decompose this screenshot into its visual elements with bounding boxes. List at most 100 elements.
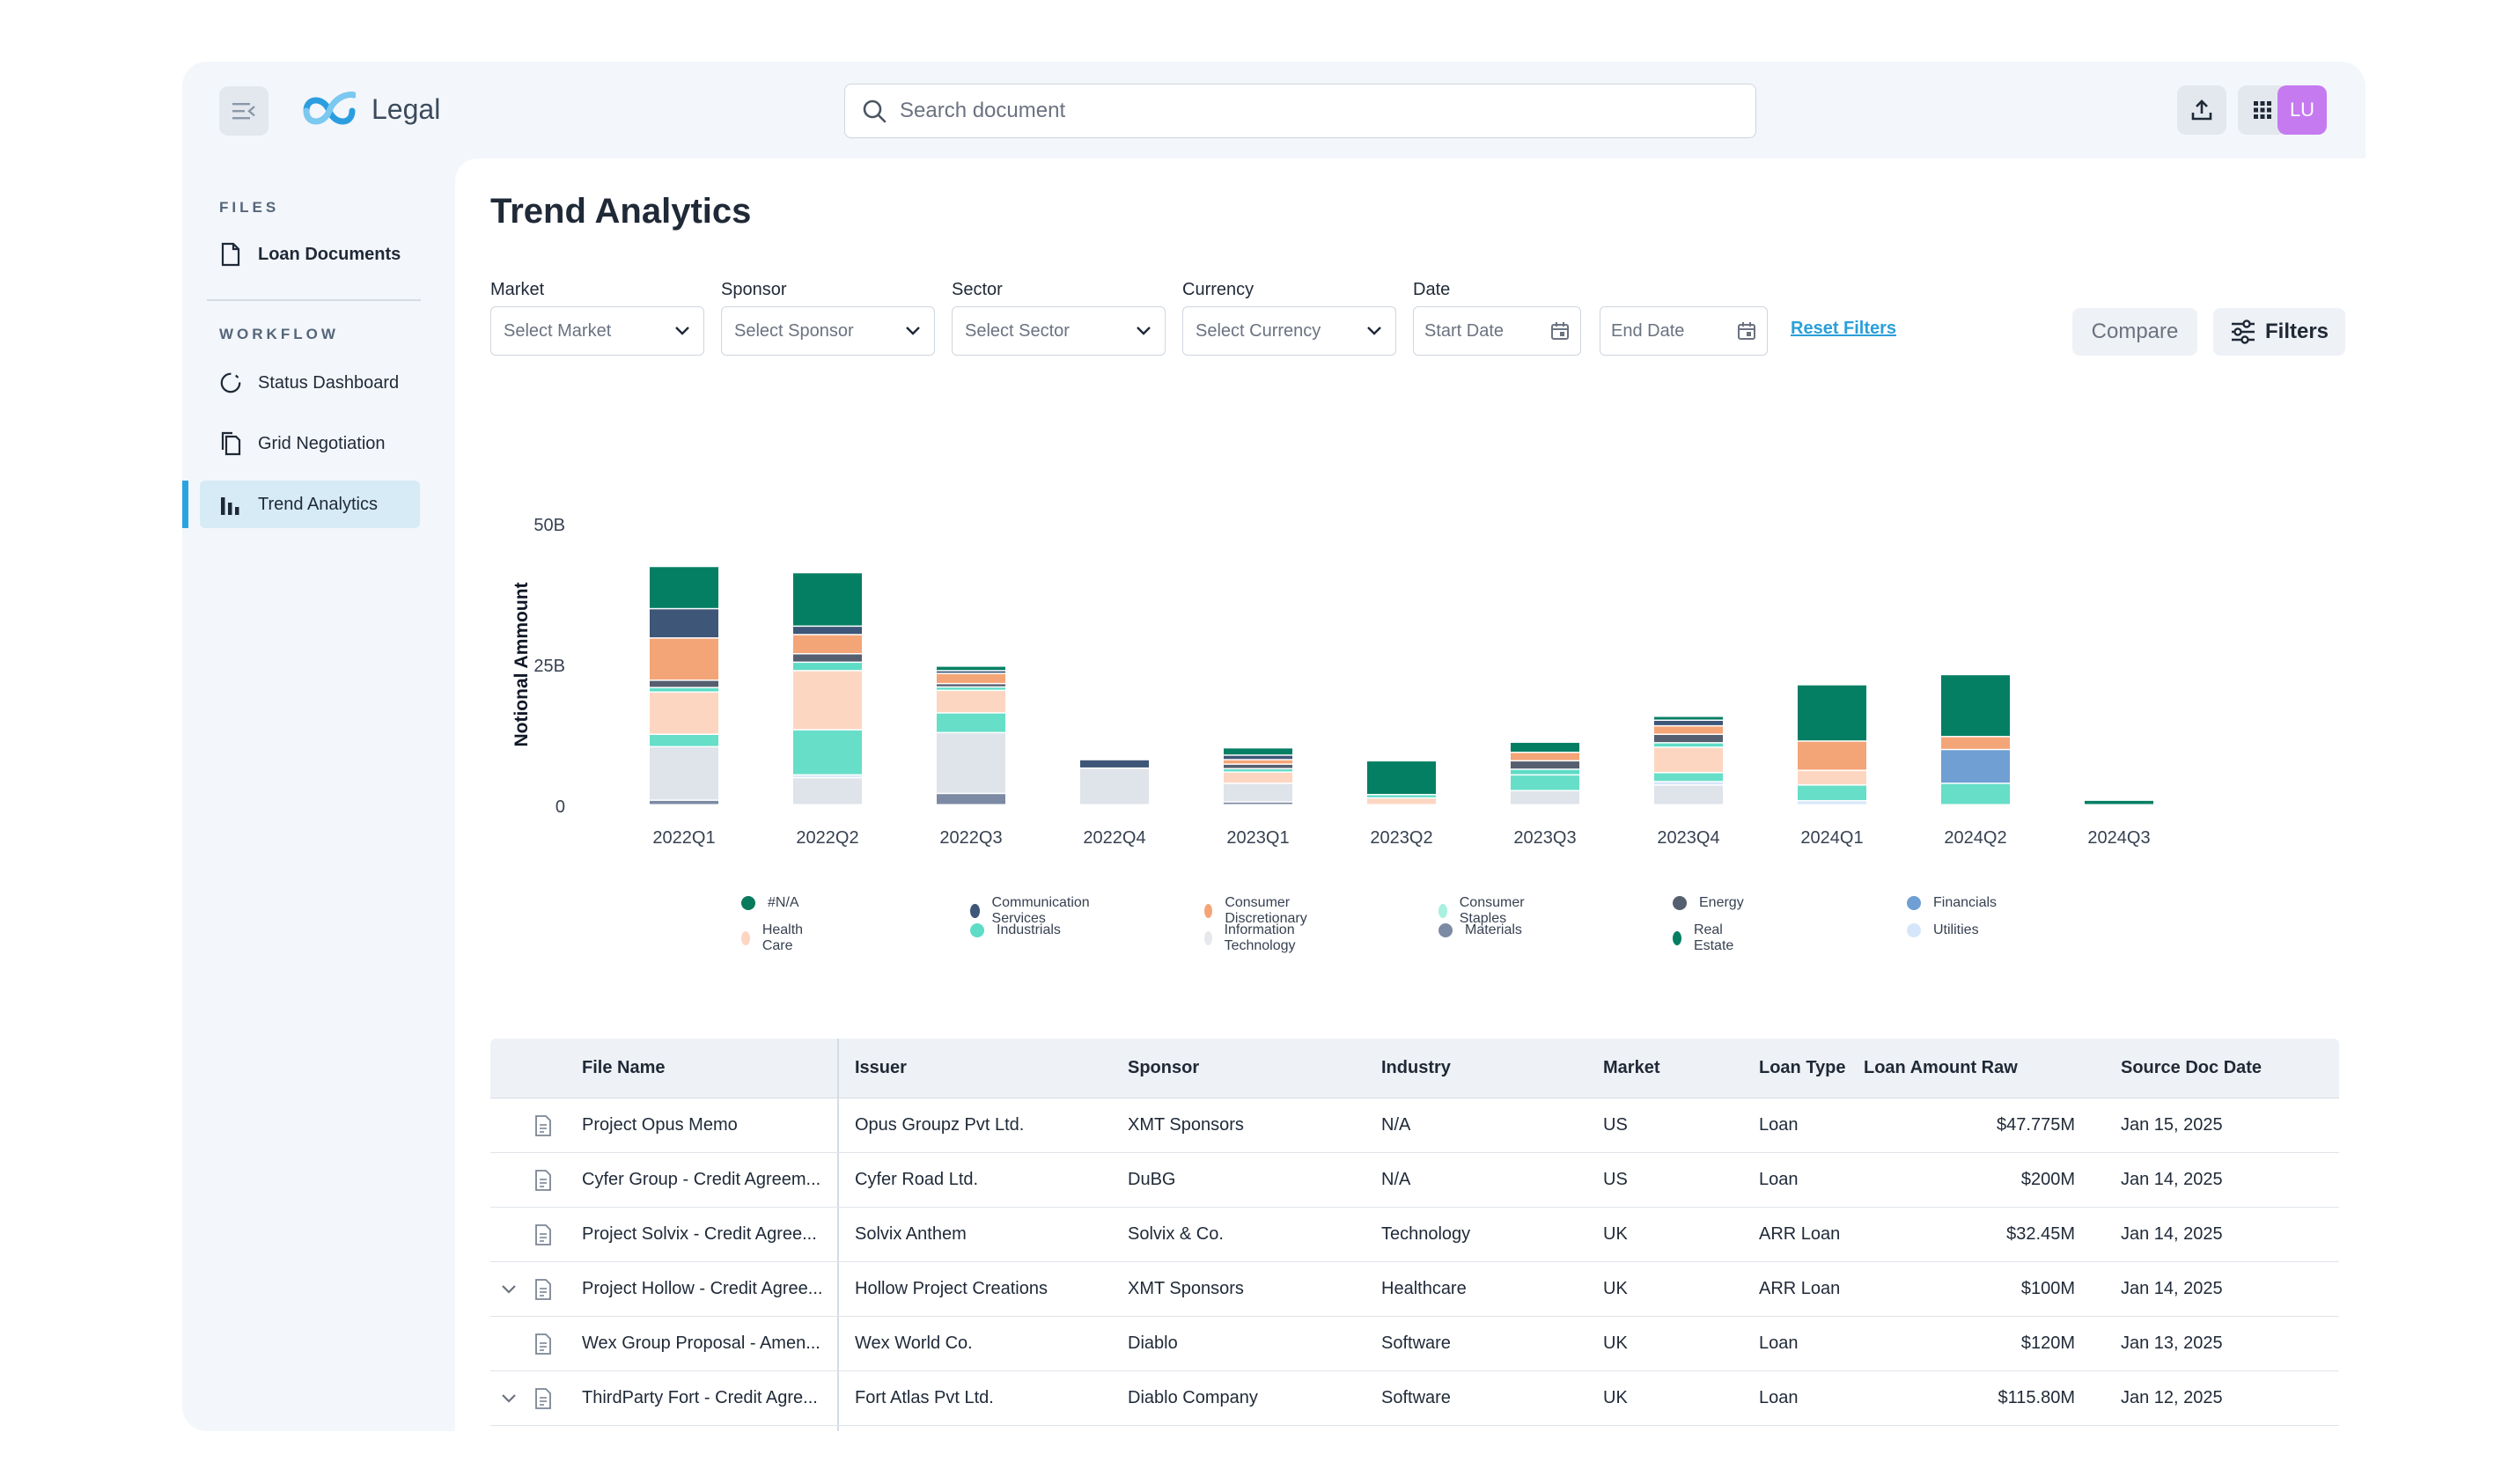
bar-segment [1511, 769, 1579, 775]
industry-cell: Healthcare [1381, 1279, 1467, 1298]
sidebar-item-grid-negotiation[interactable]: Grid Negotiation [200, 420, 420, 467]
search-input[interactable] [900, 99, 1692, 123]
compare-button[interactable]: Compare [2072, 308, 2197, 356]
sidebar-divider [207, 299, 421, 301]
legend-item[interactable]: Consumer Discretionary [1204, 895, 1313, 927]
column-header: Sponsor [1128, 1058, 1200, 1077]
table-row[interactable]: Project Hollow - Credit Agree... Hollow P… [490, 1262, 2339, 1317]
sidebar-item-trend-analytics[interactable]: Trend Analytics [200, 481, 420, 528]
legend-item[interactable]: Industrials [970, 922, 1061, 938]
sponsor-cell: Solvix & Co. [1128, 1426, 1374, 1431]
bar-segment [1654, 743, 1723, 747]
legend-item[interactable]: Energy [1673, 895, 1744, 911]
market-cell: US [1603, 1115, 1628, 1135]
sponsor-cell: Diablo Company [1128, 1388, 1258, 1407]
legend-item[interactable]: Real Estate [1673, 922, 1739, 954]
market-cell: UK [1603, 1224, 1628, 1244]
bar-segment [1654, 785, 1723, 804]
legend-item[interactable]: Financials [1907, 895, 1997, 911]
copy-document-icon [219, 431, 242, 456]
table-header: File Name Issuer Sponsor Industry Market Loan… [490, 1039, 2339, 1098]
legend-label: Information Technology [1224, 922, 1296, 953]
file-document-icon [535, 1388, 551, 1409]
bar-segment [1941, 737, 2010, 749]
bar-chart-icon [219, 493, 242, 516]
sponsor-select[interactable]: Select Sponsor [721, 306, 935, 356]
bar-segment [1654, 735, 1723, 743]
bar-segment [1224, 769, 1292, 772]
bar-segment [1654, 747, 1723, 773]
loan-type-cell: Loan [1759, 1333, 1799, 1353]
grid-dots-icon [2254, 101, 2271, 119]
x-tick-label: 2023Q2 [1370, 828, 1432, 848]
legend-label: Industrials [997, 922, 1061, 937]
sponsor-cell: DuBG [1128, 1170, 1176, 1189]
legend-item[interactable]: #N/A [741, 895, 799, 911]
sidebar-item-label: Grid Negotiation [258, 433, 386, 453]
legend-swatch [741, 896, 755, 910]
table-row[interactable]: Cyfer Group - Credit Agreem... Cyfer Road… [490, 1153, 2339, 1208]
upload-button[interactable] [2177, 85, 2226, 135]
sidebar-item-loan-documents[interactable]: Loan Documents [200, 231, 420, 278]
legend-item[interactable]: Utilities [1907, 922, 1979, 938]
table-row[interactable]: Diamond 5th Am - Fifth... Diamond Company… [490, 1426, 2339, 1431]
file-name-cell: Project Hollow - Credit Agree... [582, 1279, 823, 1298]
loan-amount-cell: $32.45M [2006, 1224, 2075, 1244]
filters-button[interactable]: Filters [2213, 308, 2345, 356]
document-icon [219, 242, 242, 267]
table-row[interactable]: Project Solvix - Credit Agree... Solvix A… [490, 1208, 2339, 1262]
app-window: Legal LU FILES Loan Documents WORKFL [182, 62, 2366, 1431]
industry-cell: Technology [1381, 1426, 1593, 1431]
legend-item[interactable]: Health Care [741, 922, 808, 954]
market-cell: UK [1603, 1279, 1628, 1298]
legend-label: Communication Services [991, 895, 1090, 926]
column-header: File Name [582, 1058, 666, 1077]
y-tick-label: 0 [556, 797, 565, 817]
file-name-cell: Project Solvix - Credit Agree... [582, 1224, 817, 1244]
market-select[interactable]: Select Market [490, 306, 704, 356]
date-label: Date [1413, 280, 1451, 299]
market-cell: US [1603, 1170, 1628, 1189]
source-doc-date-cell: Jan 14, 2025 [2121, 1170, 2223, 1189]
loan-amount-cell: $115.80M [1998, 1388, 2075, 1407]
start-date-input[interactable]: Start Date [1413, 306, 1581, 356]
column-divider [837, 1039, 839, 1098]
bar-segment [793, 775, 862, 777]
x-tick-label: 2023Q4 [1657, 828, 1719, 848]
table-row[interactable]: Project Opus Memo Opus Groupz Pvt Ltd. XMT… [490, 1098, 2339, 1153]
sidebar-item-status-dashboard[interactable]: Status Dashboard [200, 359, 420, 407]
industry-cell: N/A [1381, 1170, 1411, 1189]
brand-logo [303, 92, 356, 125]
reset-filters-link[interactable]: Reset Filters [1791, 319, 1897, 338]
table-row[interactable]: Wex Group Proposal - Amen... Wex World Co… [490, 1317, 2339, 1371]
end-date-input[interactable]: End Date [1600, 306, 1768, 356]
main-panel: Trend Analytics Market Select Market Spo… [455, 158, 2366, 1431]
expand-row-chevron-icon[interactable] [499, 1392, 519, 1405]
search-bar[interactable] [844, 84, 1756, 138]
sponsor-cell: XMT Sponsors [1128, 1115, 1244, 1135]
bar-segment [1224, 748, 1292, 755]
legend-item[interactable]: Communication Services [970, 895, 1094, 927]
bar-segment [650, 609, 718, 638]
legend-item[interactable]: Consumer Staples [1438, 895, 1530, 927]
industry-cell: N/A [1381, 1115, 1411, 1135]
collapse-sidebar-button[interactable] [219, 86, 269, 136]
x-tick-label: 2024Q3 [2087, 828, 2150, 848]
bar-segment [1511, 761, 1579, 769]
column-divider [837, 1371, 839, 1425]
legend-swatch [1673, 931, 1681, 945]
sector-select[interactable]: Select Sector [952, 306, 1166, 356]
bar-segment [1511, 753, 1579, 760]
legend-item[interactable]: Information Technology [1204, 922, 1302, 954]
bar-segment [937, 794, 1005, 804]
table-row[interactable]: ThirdParty Fort - Credit Agre... Fort Atl… [490, 1371, 2339, 1426]
bar-segment [650, 638, 718, 680]
user-avatar[interactable]: LU [2277, 85, 2327, 135]
legend-swatch [1204, 904, 1213, 918]
legend-item[interactable]: Materials [1438, 922, 1522, 938]
y-axis-label: Notional Ammount [511, 582, 532, 746]
expand-row-chevron-icon[interactable] [499, 1283, 519, 1296]
bar-segment [1798, 785, 1866, 801]
currency-select[interactable]: Select Currency [1182, 306, 1396, 356]
status-ring-icon [219, 371, 242, 394]
